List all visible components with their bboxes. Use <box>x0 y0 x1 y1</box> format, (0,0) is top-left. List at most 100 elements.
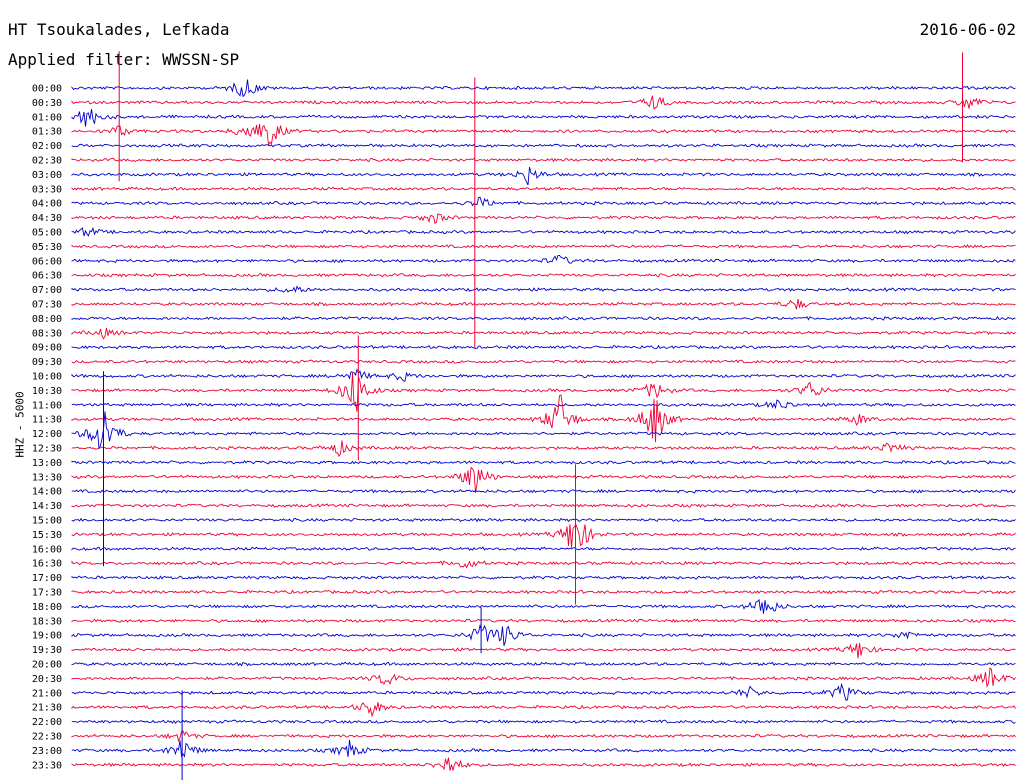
row-label-0730: 07:30 <box>32 300 62 311</box>
trace-0900 <box>71 344 1016 350</box>
row-label-0800: 08:00 <box>32 314 62 325</box>
trace-1400 <box>71 488 1016 494</box>
trace-0830 <box>71 327 1016 340</box>
trace-0530 <box>71 243 1016 249</box>
trace-2230 <box>71 730 1016 743</box>
trace-1000 <box>71 368 1016 382</box>
row-label-0000: 00:00 <box>32 84 62 95</box>
trace-0400 <box>71 196 1016 207</box>
trace-1900 <box>71 624 1016 646</box>
row-label-2100: 21:00 <box>32 688 62 699</box>
trace-2200 <box>71 719 1016 724</box>
trace-0500 <box>71 226 1016 237</box>
row-label-0500: 05:00 <box>32 228 62 239</box>
row-label-1930: 19:30 <box>32 645 62 656</box>
row-label-1230: 12:30 <box>32 444 62 455</box>
row-label-0430: 04:30 <box>32 213 62 224</box>
row-label-0130: 01:30 <box>32 127 62 138</box>
row-label-1030: 10:30 <box>32 386 62 397</box>
row-label-2330: 23:30 <box>32 760 62 771</box>
trace-0430 <box>71 212 1016 225</box>
trace-0700 <box>71 285 1016 294</box>
trace-0000 <box>71 79 1016 98</box>
row-label-1900: 19:00 <box>32 631 62 642</box>
row-label-2300: 23:00 <box>32 746 62 757</box>
trace-2330 <box>71 757 1016 771</box>
trace-2030 <box>71 667 1016 688</box>
trace-0330 <box>71 186 1016 192</box>
row-label-1100: 11:00 <box>32 400 62 411</box>
trace-1600 <box>71 546 1016 552</box>
row-label-2030: 20:30 <box>32 674 62 685</box>
row-label-0030: 00:30 <box>32 98 62 109</box>
row-label-1800: 18:00 <box>32 602 62 613</box>
row-label-1430: 14:30 <box>32 501 62 512</box>
trace-1530 <box>71 523 1016 548</box>
row-label-1000: 10:00 <box>32 372 62 383</box>
trace-1930 <box>71 643 1016 659</box>
row-label-1400: 14:00 <box>32 487 62 498</box>
row-label-0330: 03:30 <box>32 184 62 195</box>
trace-2300 <box>71 740 1016 758</box>
trace-0100 <box>71 108 1016 127</box>
trace-0630 <box>71 272 1016 278</box>
trace-0200 <box>71 143 1016 148</box>
trace-1800 <box>71 598 1016 614</box>
trace-0130 <box>71 123 1016 147</box>
row-label-0630: 06:30 <box>32 271 62 282</box>
row-label-0600: 06:00 <box>32 256 62 267</box>
trace-1200 <box>71 411 1016 450</box>
trace-1030 <box>71 372 1016 412</box>
trace-0600 <box>71 254 1016 264</box>
trace-1130 <box>71 394 1016 443</box>
trace-1430 <box>71 503 1016 508</box>
trace-1830 <box>71 618 1016 624</box>
trace-0030 <box>71 95 1016 110</box>
row-label-1300: 13:00 <box>32 458 62 469</box>
station-title: HT Tsoukalades, Lefkada <box>8 20 230 39</box>
row-label-1130: 11:30 <box>32 415 62 426</box>
trace-2000 <box>71 661 1016 667</box>
row-label-0700: 07:00 <box>32 285 62 296</box>
trace-1330 <box>71 466 1016 493</box>
trace-0800 <box>71 315 1016 321</box>
row-label-2200: 22:00 <box>32 717 62 728</box>
row-label-1600: 16:00 <box>32 544 62 555</box>
row-label-0100: 01:00 <box>32 112 62 123</box>
row-label-0900: 09:00 <box>32 343 62 354</box>
trace-0230 <box>71 157 1016 163</box>
trace-2130 <box>71 702 1016 718</box>
row-label-1700: 17:00 <box>32 573 62 584</box>
row-label-0400: 04:00 <box>32 199 62 210</box>
trace-2100 <box>71 682 1016 701</box>
trace-1300 <box>71 459 1016 465</box>
row-label-0200: 02:00 <box>32 141 62 152</box>
row-label-0530: 05:30 <box>32 242 62 253</box>
trace-1630 <box>71 560 1016 569</box>
row-label-1830: 18:30 <box>32 616 62 627</box>
trace-1700 <box>71 575 1016 580</box>
date-label: 2016-06-02 <box>919 20 1016 39</box>
row-label-2230: 22:30 <box>32 732 62 743</box>
row-label-1730: 17:30 <box>32 588 62 599</box>
trace-0300 <box>71 167 1016 186</box>
row-label-0930: 09:30 <box>32 357 62 368</box>
trace-1730 <box>71 589 1016 595</box>
row-label-1530: 15:30 <box>32 530 62 541</box>
row-label-1330: 13:30 <box>32 472 62 483</box>
trace-1500 <box>71 517 1016 523</box>
row-label-0830: 08:30 <box>32 328 62 339</box>
row-label-0300: 03:00 <box>32 170 62 181</box>
row-label-0230: 02:30 <box>32 156 62 167</box>
row-label-2000: 20:00 <box>32 660 62 671</box>
trace-0730 <box>71 299 1016 310</box>
trace-1230 <box>71 440 1016 458</box>
row-label-1630: 16:30 <box>32 559 62 570</box>
row-label-1500: 15:00 <box>32 516 62 527</box>
filter-label: Applied filter: WWSSN-SP <box>8 50 240 69</box>
row-label-2130: 21:30 <box>32 703 62 714</box>
trace-0930 <box>71 359 1016 364</box>
row-label-1200: 12:00 <box>32 429 62 440</box>
trace-1100 <box>71 399 1016 410</box>
